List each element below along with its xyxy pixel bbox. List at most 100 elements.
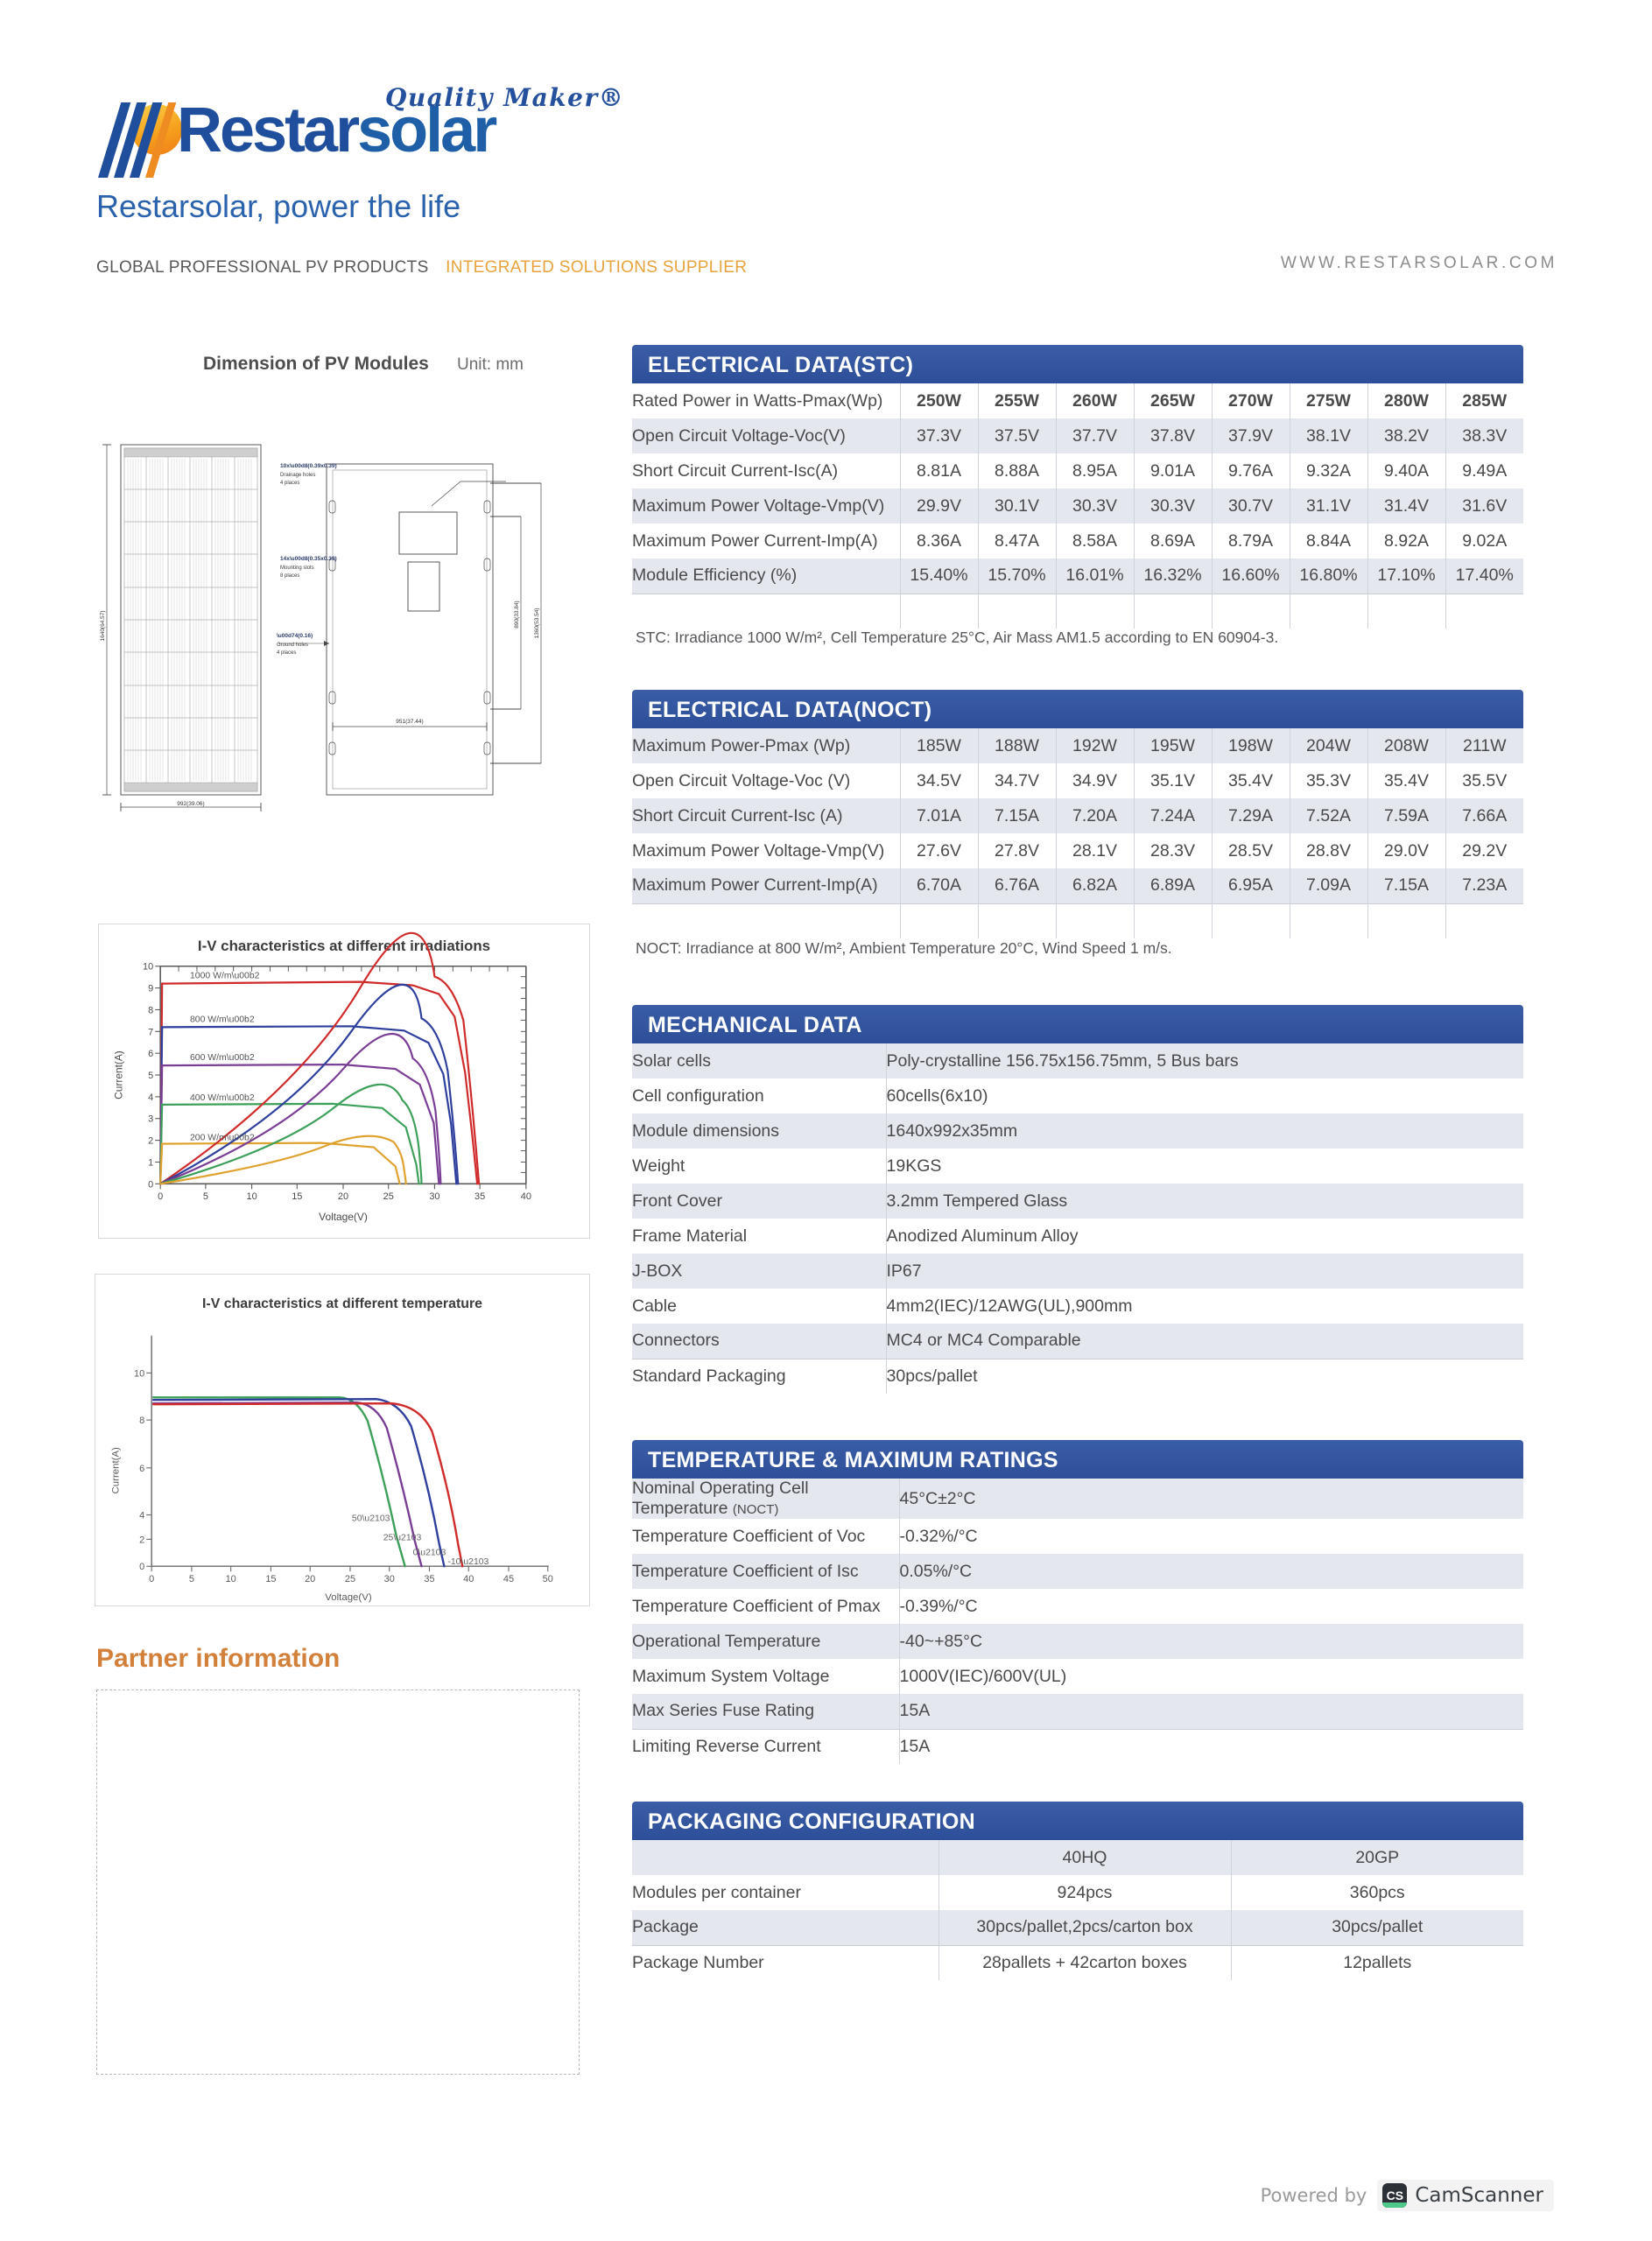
svg-text:30: 30 [429, 1191, 439, 1202]
row-value: 60cells(6x10) [885, 1078, 1523, 1113]
cell: 8.84A [1289, 523, 1367, 558]
table-electrical-stc: Rated Power in Watts-Pmax(Wp) 250W 255W … [632, 383, 1523, 629]
svg-text:10: 10 [247, 1191, 257, 1202]
chart-iv-irradiations: I-V characteristics at different irradia… [98, 924, 590, 1239]
svg-text:3: 3 [148, 1114, 153, 1125]
svg-text:5: 5 [148, 1071, 153, 1081]
cell: 6.89A [1133, 868, 1212, 903]
svg-text:Drainage holes: Drainage holes [280, 473, 315, 478]
row-value: 30pcs/pallet [885, 1359, 1523, 1394]
cell: 7.24A [1133, 798, 1212, 833]
table-electrical-noct: Maximum Power-Pmax (Wp) 185W 188W 192W 1… [632, 728, 1523, 938]
row-label: Maximum Power Current-Imp(A) [632, 875, 878, 896]
svg-text:9: 9 [148, 984, 153, 994]
table-row: Limiting Reverse Current 15A [632, 1729, 1523, 1764]
row-value: -0.39%/°C [898, 1589, 1523, 1624]
svg-text:4 places: 4 places [280, 481, 299, 486]
cell [977, 903, 1056, 938]
table-packaging-configuration: 40HQ 20GP Modules per container 924pcs 3… [632, 1840, 1523, 1980]
cell: 192W [1055, 728, 1134, 763]
row-label: Limiting Reverse Current [632, 1736, 821, 1756]
chart2-label-m10c: -10\u2103 [447, 1557, 489, 1567]
svg-text:15: 15 [292, 1191, 302, 1202]
table-row: Maximum Power Current-Imp(A) 8.36A 8.47A… [632, 523, 1523, 558]
drawing-annotation-ground-holes: \u00d74(0.16) Ground holes 4 places [277, 633, 313, 656]
website-url[interactable]: WWW.RESTARSOLAR.COM [1280, 254, 1557, 272]
svg-text:40: 40 [463, 1574, 474, 1584]
svg-text:5: 5 [203, 1191, 208, 1202]
row-label: Open Circuit Voltage-Voc(V) [632, 425, 846, 446]
header-strapline: GLOBAL PROFESSIONAL PV PRODUCTS INTEGRAT… [96, 258, 747, 277]
cell [977, 594, 1056, 629]
row-label: Front Cover [632, 1191, 722, 1211]
cell: 30.3V [1133, 488, 1212, 523]
logo-word-solar: solar [357, 95, 497, 165]
pv-module-technical-drawing: 10x\u00d8(0.39x0.39) Drainage holes 4 pl… [95, 429, 594, 814]
cell: 6.76A [977, 868, 1056, 903]
cell [1445, 594, 1523, 629]
section-title-mechanical: MECHANICAL DATA [632, 1005, 1523, 1043]
svg-text:\u00d74(0.16): \u00d74(0.16) [277, 633, 313, 639]
row-value: 1000V(IEC)/600V(UL) [898, 1659, 1523, 1694]
table-row: Open Circuit Voltage-Voc (V) 34.5V 34.7V… [632, 763, 1523, 798]
cell: 270W [1211, 383, 1290, 418]
svg-text:0: 0 [139, 1562, 144, 1572]
cell: 34.5V [899, 763, 978, 798]
row-value: Poly-crystalline 156.75x156.75mm, 5 Bus … [885, 1043, 1523, 1078]
row-label: Temperature Coefficient of Voc [632, 1526, 866, 1546]
svg-text:951(37.44): 951(37.44) [396, 719, 423, 725]
cell: 38.2V [1367, 418, 1445, 453]
table-row: Maximum Power Voltage-Vmp(V) 29.9V 30.1V… [632, 488, 1523, 523]
chart1-ylabel: Current(A) [112, 1050, 124, 1099]
chart2-title: I-V characteristics at different tempera… [202, 1296, 482, 1311]
svg-text:10: 10 [226, 1574, 236, 1584]
svg-text:0: 0 [158, 1191, 163, 1202]
row-value: -0.32%/°C [898, 1519, 1523, 1554]
table-row: Temperature Coefficient of Isc 0.05%/°C [632, 1554, 1523, 1589]
logo-sun-rays-icon [96, 102, 193, 178]
table-row: J-BOX IP67 [632, 1254, 1523, 1289]
svg-text:8 places: 8 places [280, 573, 299, 579]
drawing-annotation-drainage-holes: 10x\u00d8(0.39x0.39) Drainage holes 4 pl… [280, 463, 337, 486]
cell [1133, 594, 1212, 629]
table-row [632, 903, 1523, 938]
section-electrical-noct: ELECTRICAL DATA(NOCT) Maximum Power-Pmax… [632, 690, 1523, 938]
table-row: Short Circuit Current-Isc (A) 7.01A 7.15… [632, 798, 1523, 833]
cell: 250W [899, 383, 978, 418]
row-value: 0.05%/°C [898, 1554, 1523, 1589]
svg-text:Mounting slots: Mounting slots [280, 566, 314, 571]
cell-20gp: 360pcs [1230, 1875, 1523, 1910]
table-row: Maximum Power-Pmax (Wp) 185W 188W 192W 1… [632, 728, 1523, 763]
table-header-row: 40HQ 20GP [632, 1840, 1523, 1875]
page-header: Restarsolar Quality Maker® Restarsolar, … [0, 0, 1652, 289]
cell: 208W [1367, 728, 1445, 763]
row-label: Module dimensions [632, 1120, 780, 1141]
row-value: 15A [898, 1729, 1523, 1764]
cell: 38.1V [1289, 418, 1367, 453]
chart1-label-400: 400 W/m\u00b2 [190, 1093, 255, 1103]
cell: 17.10% [1367, 558, 1445, 594]
svg-text:10x\u00d8(0.39x0.39): 10x\u00d8(0.39x0.39) [280, 463, 337, 469]
powered-by-label: Powered by [1260, 2185, 1367, 2206]
cell: 6.70A [899, 868, 978, 903]
cell: 16.32% [1133, 558, 1212, 594]
row-label: Cable [632, 1296, 677, 1316]
svg-text:10: 10 [143, 962, 153, 973]
svg-text:0: 0 [148, 1179, 153, 1190]
cell: 35.5V [1445, 763, 1523, 798]
cell-40hq: 924pcs [938, 1875, 1231, 1910]
row-label: Standard Packaging [632, 1366, 786, 1386]
row-label-sub: (NOCT) [732, 1502, 779, 1517]
chart1-label-200: 200 W/m\u00b2 [190, 1134, 255, 1143]
table-row [632, 594, 1523, 629]
cell: 30.1V [977, 488, 1056, 523]
cell: 8.69A [1133, 523, 1212, 558]
row-label: Temperature Coefficient of Isc [632, 1561, 859, 1581]
col-header-blank [632, 1840, 938, 1875]
cell: 31.1V [1289, 488, 1367, 523]
row-label: Maximum Power Current-Imp(A) [632, 530, 878, 551]
drawing-annotation-mounting-slots: 14x\u00d8(0.35x0.39) Mounting slots 8 pl… [280, 556, 337, 579]
svg-text:890(33.84): 890(33.84) [514, 601, 520, 628]
cell: 27.6V [899, 833, 978, 868]
svg-text:6: 6 [139, 1464, 144, 1474]
